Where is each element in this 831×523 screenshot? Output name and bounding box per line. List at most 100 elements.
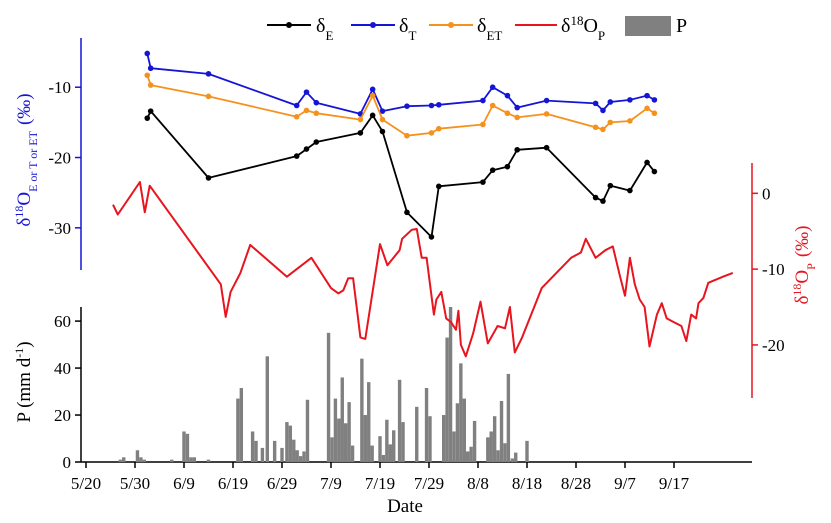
legend-label-precip: P (676, 15, 687, 37)
point-dT (600, 107, 606, 114)
legend-swatch-precip (625, 16, 671, 36)
x-tick-label: 8/28 (561, 474, 591, 493)
point-dT (313, 99, 320, 106)
point-dT (651, 97, 658, 103)
point-dET (313, 110, 320, 117)
point-dT (303, 89, 310, 95)
point-dET (357, 116, 364, 123)
precip-bar (360, 358, 364, 462)
point-dE (379, 128, 386, 135)
point-dE (404, 209, 410, 216)
precip-bar (486, 437, 490, 462)
point-dE (357, 130, 364, 136)
x-tick-label: 6/9 (173, 474, 195, 493)
point-dET (543, 111, 550, 117)
x-tick-label: 9/17 (659, 474, 690, 493)
point-dT (147, 65, 154, 72)
precip-tick-label: 0 (63, 453, 72, 472)
point-dE (504, 163, 511, 170)
precip-bar (333, 398, 338, 462)
precip-bar (295, 450, 299, 462)
precip-bar (122, 457, 126, 462)
precip-bar (250, 431, 255, 462)
legend-marker-dET (448, 22, 454, 28)
precip-bar (260, 447, 265, 462)
precip-bar (428, 416, 432, 462)
precip-bar (514, 452, 518, 462)
point-dET (293, 113, 300, 120)
x-tick-label: 8/8 (467, 474, 489, 493)
precip-bar (397, 379, 402, 462)
point-dE (592, 194, 599, 201)
right-ticks: 0 -10 -20 (752, 184, 785, 355)
precip-bar (452, 431, 456, 462)
precip-ticks: 0 20 40 60 (54, 312, 81, 472)
point-dT (543, 97, 550, 104)
point-dE (205, 175, 212, 181)
series-line-dP (112, 181, 734, 358)
left-tick-label: -10 (48, 78, 71, 97)
point-dET (489, 102, 496, 109)
precip-bar (388, 444, 392, 462)
point-dET (592, 124, 599, 131)
point-dE (313, 139, 320, 145)
legend-item-dE: δE (267, 15, 333, 43)
precip-bar (305, 399, 310, 462)
precip-bar (347, 402, 351, 462)
precip-bar (499, 400, 504, 462)
precip-bar (285, 422, 289, 462)
precip-bar (265, 356, 269, 462)
precip-bar (340, 377, 344, 462)
precip-tick-label: 20 (54, 406, 71, 425)
precip-bar (385, 419, 389, 462)
x-tick-label: 6/29 (267, 474, 297, 493)
point-dE (489, 167, 496, 173)
precip-bar (292, 439, 296, 462)
series-line-dET (146, 75, 655, 137)
precip-bar (337, 418, 341, 462)
series-lines (112, 50, 734, 358)
precip-bar (350, 445, 355, 462)
precip-bar (192, 457, 196, 462)
legend-item-dP: δ18OP (515, 13, 605, 43)
precip-bar (415, 406, 419, 462)
precip-bar (459, 363, 463, 462)
point-dE (369, 112, 376, 119)
precip-bar (182, 431, 186, 462)
point-dT (644, 92, 650, 99)
point-dE (607, 182, 614, 189)
legend-label-dP: δ18OP (561, 13, 605, 43)
left-tick-label: -30 (48, 219, 71, 238)
point-dT (514, 104, 520, 111)
point-dET (404, 132, 410, 139)
x-tick-label: 5/30 (120, 474, 150, 493)
precip-bar (330, 437, 334, 462)
precip-bar (280, 447, 284, 462)
precip-bar (496, 450, 500, 462)
precip-bar (392, 430, 396, 462)
point-dE (144, 115, 151, 121)
point-dET (644, 105, 650, 112)
legend-item-dT: δT (351, 15, 416, 43)
point-dET (600, 126, 606, 133)
point-dT (504, 92, 511, 99)
series-line-dT (146, 53, 655, 115)
precip-bar (472, 420, 477, 462)
right-tick-label: -20 (762, 336, 785, 355)
axes (80, 38, 753, 463)
left-tick-label: -20 (48, 149, 71, 168)
precip-bar (448, 307, 453, 462)
point-dE (303, 146, 310, 152)
point-dT (205, 71, 212, 77)
legend-label-dE: δE (316, 15, 333, 43)
point-dT (293, 102, 300, 109)
precip-bar (506, 373, 511, 462)
point-dET (303, 107, 310, 114)
point-dET (144, 72, 151, 79)
point-dE (514, 146, 520, 153)
x-tick-label: 9/7 (614, 474, 636, 493)
point-dT (489, 84, 496, 91)
precip-bar (466, 451, 470, 462)
x-tick-label: 5/20 (71, 474, 101, 493)
point-dE (293, 153, 300, 159)
